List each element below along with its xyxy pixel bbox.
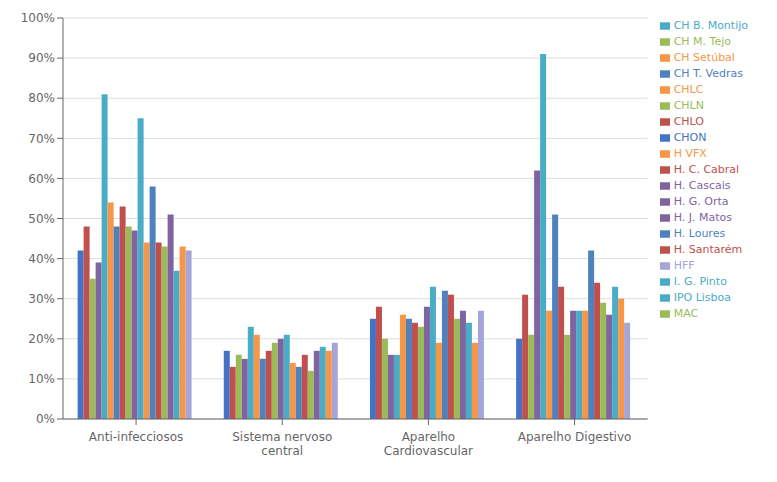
html-text:HFF: HFF (673, 259, 695, 272)
html-text:H. Santarém: H. Santarém (673, 243, 743, 256)
html-text:CHON: CHON (673, 131, 707, 144)
html-text:I. G. Pinto: I. G. Pinto (673, 275, 727, 288)
svg-text:30%: 30% (28, 292, 55, 306)
svg-text:70%: 70% (28, 132, 55, 146)
svg-text:80%: 80% (28, 91, 55, 105)
html-text:H. C. Cabral: H. C. Cabral (673, 163, 740, 176)
svg-text:90%: 90% (28, 51, 55, 65)
svg-text:20%: 20% (28, 332, 55, 346)
html-text:H. Loures: H. Loures (673, 227, 726, 240)
html-text:H. J. Matos: H. J. Matos (673, 211, 732, 224)
html-text:CH Setúbal: CH Setúbal (673, 51, 735, 64)
svg-text:40%: 40% (28, 252, 55, 266)
html-text:H. Cascais: H. Cascais (673, 179, 731, 192)
html-text:H. G. Orta: H. G. Orta (673, 195, 729, 208)
html-text:H VFX: H VFX (673, 147, 707, 160)
svg-text:Anti-infecciosos: Anti-infecciosos (89, 430, 183, 444)
html-text:IPO Lisboa: IPO Lisboa (673, 291, 732, 304)
html-text:CHLO: CHLO (673, 115, 704, 128)
svg-text:Sistema nervosocentral: Sistema nervosocentral (232, 430, 332, 458)
svg-text:100%: 100% (21, 11, 55, 25)
html-text:CH T. Vedras: CH T. Vedras (673, 67, 743, 80)
svg-text:60%: 60% (28, 172, 55, 186)
html-text:CHLC: CHLC (673, 83, 704, 96)
html-text:CH M. Tejo: CH M. Tejo (673, 35, 731, 48)
svg-text:50%: 50% (28, 212, 55, 226)
svg-text:10%: 10% (28, 372, 55, 386)
html-text:MAC: MAC (673, 307, 699, 320)
svg-text:AparelhoCardiovascular: AparelhoCardiovascular (384, 430, 473, 458)
svg-text:0%: 0% (36, 412, 55, 426)
html-text:CH B. Montijo: CH B. Montijo (673, 19, 748, 32)
html-text:CHLN: CHLN (673, 99, 704, 112)
svg-text:Aparelho Digestivo: Aparelho Digestivo (518, 430, 632, 444)
